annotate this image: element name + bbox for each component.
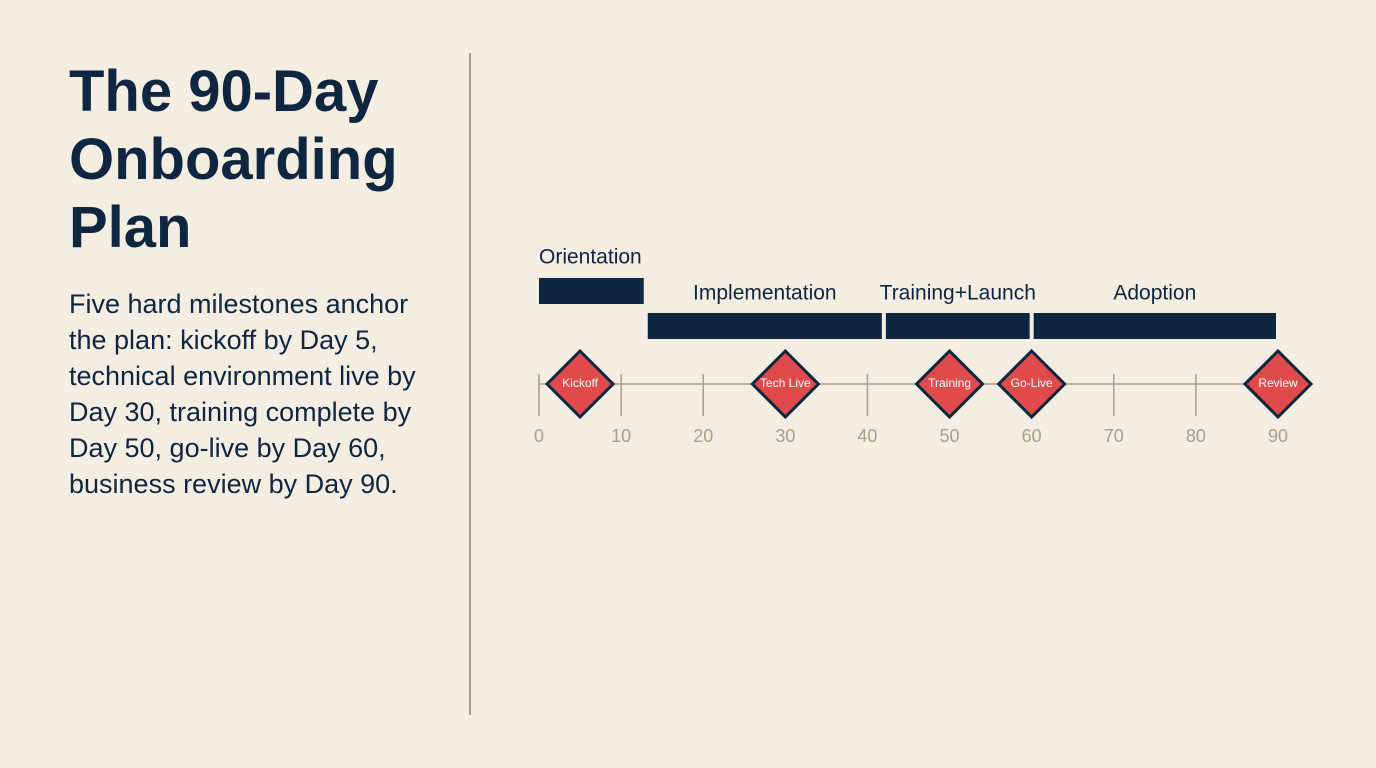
milestone-diamond: [750, 348, 821, 420]
phase-label: Implementation: [693, 282, 837, 305]
phase-bar: [1033, 313, 1276, 339]
chart-title: The 90-Day Onboarding Plan: [69, 59, 398, 260]
milestone-diamond: [996, 348, 1067, 420]
milestone-label: Go-Live: [1011, 376, 1053, 390]
x-tick-label: 30: [775, 426, 795, 446]
milestone-label: Training: [928, 376, 971, 390]
milestone-label: Review: [1258, 376, 1298, 390]
milestone-diamond: [544, 348, 616, 420]
x-tick-label: 10: [611, 426, 631, 446]
x-tick-label: 40: [857, 426, 877, 446]
phase-label: Training+Launch: [880, 282, 1036, 305]
milestone-diamond: [914, 348, 985, 420]
phase-bar: [885, 313, 1030, 339]
x-tick-label: 0: [534, 426, 544, 446]
x-tick-label: 90: [1268, 426, 1288, 446]
divider: [469, 53, 471, 715]
milestone-label: Tech Live: [760, 376, 811, 390]
phase-label: Orientation: [539, 246, 642, 269]
x-tick-label: 60: [1022, 426, 1042, 446]
x-tick-label: 70: [1104, 426, 1124, 446]
phase-label: Adoption: [1113, 282, 1196, 305]
x-tick-label: 20: [693, 426, 713, 446]
chart-subtitle: Five hard milestones anchor the plan: ki…: [69, 289, 416, 499]
x-tick-label: 80: [1186, 426, 1206, 446]
phase-bar: [647, 313, 882, 339]
milestone-diamond: [1242, 348, 1314, 420]
x-tick-label: 50: [940, 426, 960, 446]
milestone-label: Kickoff: [562, 376, 598, 390]
phase-bar: [539, 278, 644, 304]
